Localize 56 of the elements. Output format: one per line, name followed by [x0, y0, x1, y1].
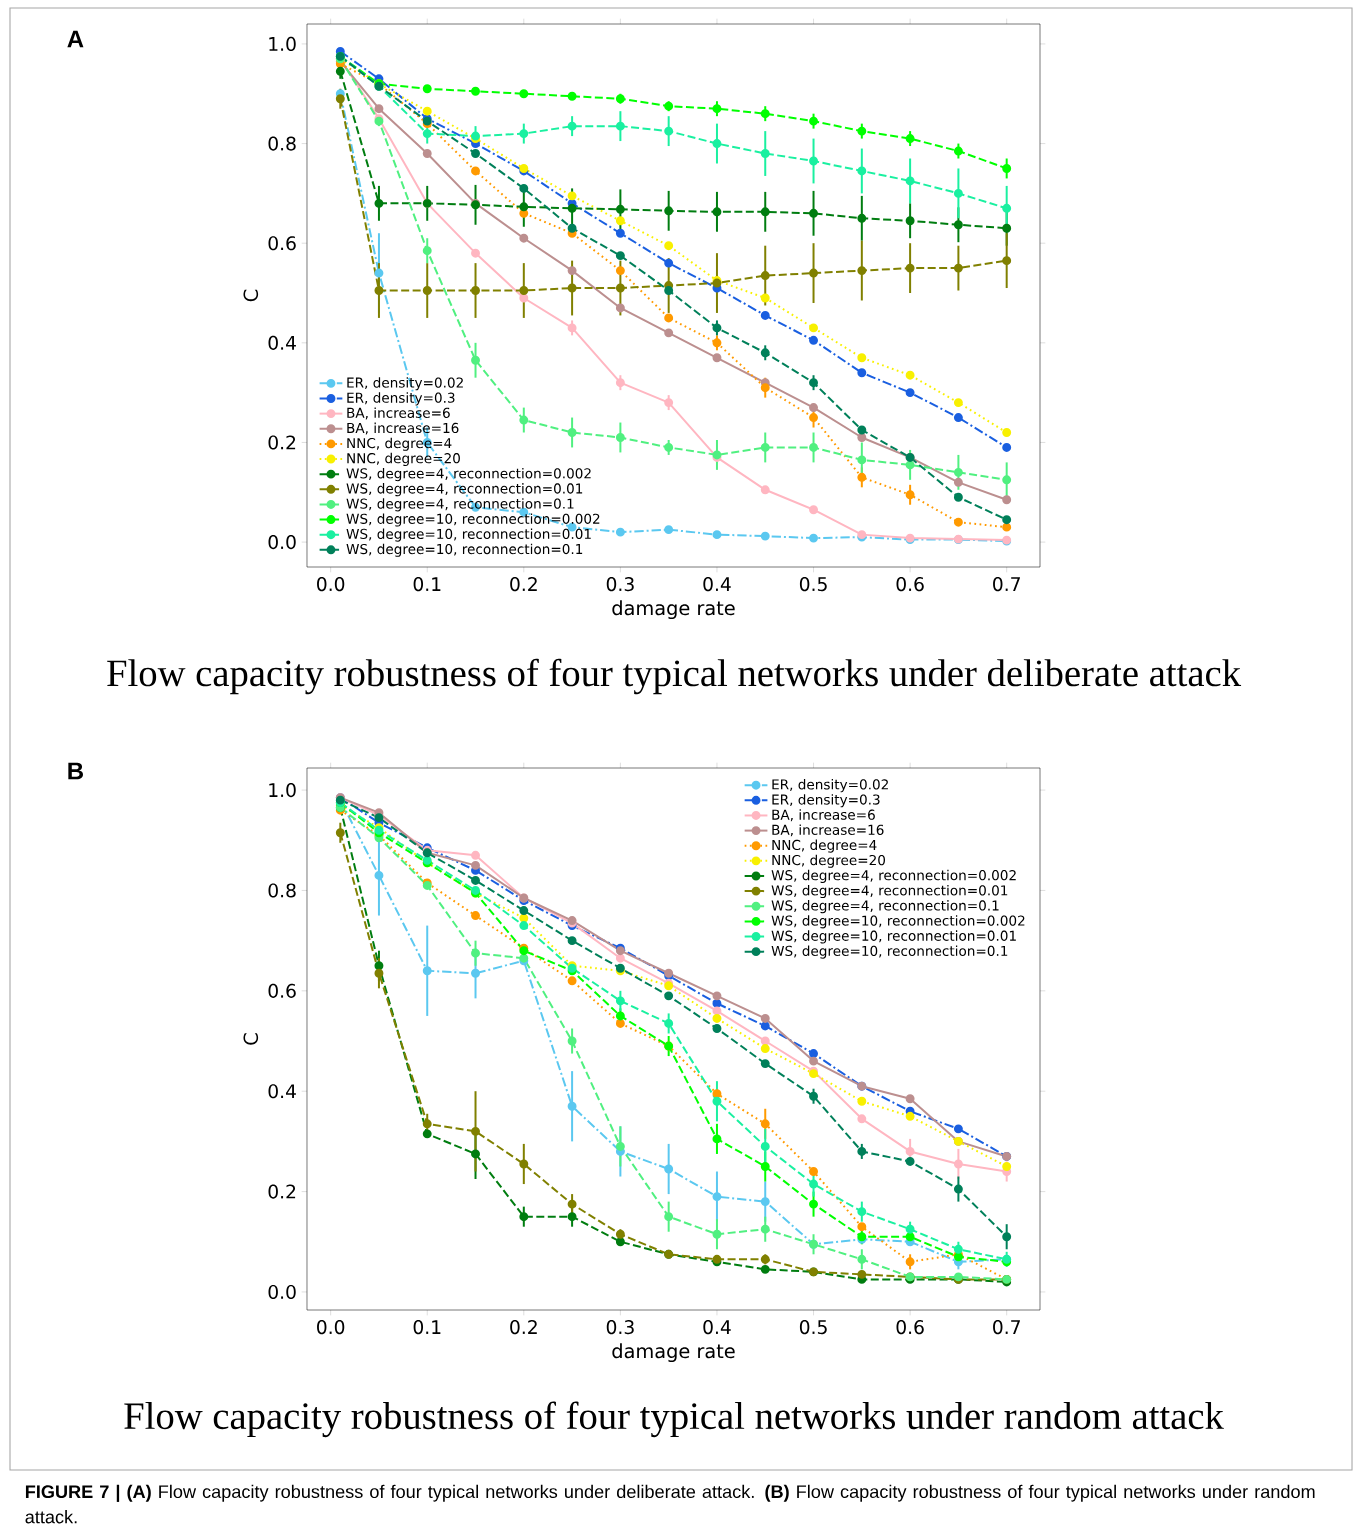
y-tick-label: 0.2: [268, 435, 296, 450]
x-axis-title: damage rate: [612, 1343, 735, 1363]
legend-label: WS, degree=10, reconnection=0.1: [771, 945, 1008, 959]
legend-label: WS, degree=10, reconnection=0.002: [771, 915, 1025, 929]
text: A: [67, 30, 84, 48]
x-tick-label: 0.1: [413, 577, 441, 592]
legend-label: NNC, degree=4: [772, 839, 877, 853]
x-tick-label: 0.7: [993, 1320, 1020, 1335]
y-tick-label: 0.8: [268, 136, 296, 151]
x-tick-label: 0.6: [896, 1320, 924, 1335]
legend-label: WS, degree=10, reconnection=0.01: [346, 528, 591, 542]
x-tick-label: 0.5: [799, 577, 827, 592]
x-tick-label: 0.4: [703, 577, 731, 592]
y-tick-label: 0.6: [268, 983, 296, 998]
y-tick-label: 1.0: [269, 783, 296, 798]
y-tick-label: 0.6: [268, 236, 296, 251]
text: FIGURE 7 | (A) Flow capacity robustness of four typical networks under deliberate attack. (B) Flow capacity robustness of four typical networks under random attack.: [25, 1484, 1315, 1524]
x-axis-title: damage rate: [612, 600, 735, 620]
y-tick-label: 0.0: [268, 535, 296, 550]
y-tick-label: 1.0: [269, 36, 296, 51]
legend-label: BA, increase=16: [347, 422, 459, 435]
y-axis-title: C: [243, 1033, 259, 1045]
x-tick-label: 0.7: [993, 577, 1020, 592]
legend-label: WS, degree=4, reconnection=0.01: [771, 884, 1008, 899]
x-tick-label: 0.2: [510, 577, 537, 592]
y-axis-title: C: [243, 289, 259, 302]
x-tick-label: 0.3: [606, 577, 634, 592]
legend-label: WS, degree=10, reconnection=0.1: [346, 543, 583, 557]
legend-label: BA, increase=6: [347, 407, 450, 420]
x-tick-label: 0.2: [510, 1320, 537, 1335]
x-tick-label: 0.3: [606, 1320, 634, 1335]
legend-label: NNC, degree=20: [347, 452, 460, 467]
legend-label: BA, increase=6: [772, 809, 875, 822]
legend-label: BA, increase=16: [772, 824, 884, 837]
y-tick-label: 0.8: [268, 883, 296, 898]
x-tick-label: 0.0: [317, 1320, 345, 1335]
y-tick-label: 0.2: [268, 1184, 296, 1199]
legend-label: WS, degree=10, reconnection=0.01: [771, 930, 1016, 944]
legend-label: ER, density=0.02: [347, 377, 463, 391]
x-tick-label: 0.0: [317, 577, 345, 592]
y-tick-label: 0.0: [268, 1284, 296, 1300]
x-tick-label: 0.5: [799, 1320, 827, 1335]
x-tick-label: 0.1: [413, 1320, 441, 1335]
text: Flow capacity robustness of four typical networks under random attack: [124, 1401, 1224, 1438]
text: B: [68, 762, 83, 780]
legend-label: NNC, degree=20: [772, 854, 886, 868]
x-tick-label: 0.4: [703, 1320, 731, 1335]
legend-label: WS, degree=4, reconnection=0.002: [771, 869, 1016, 883]
legend-label: ER, density=0.3: [772, 794, 880, 808]
legend-label: WS, degree=4, reconnection=0.1: [771, 900, 999, 914]
x-tick-label: 0.6: [896, 577, 924, 592]
y-tick-label: 0.4: [268, 335, 296, 350]
text: Flow capacity robustness of four typical networks under deliberate attack: [107, 658, 1242, 695]
legend-label: ER, density=0.02: [772, 779, 888, 793]
legend-label: WS, degree=4, reconnection=0.002: [346, 467, 591, 482]
y-tick-label: 0.4: [268, 1084, 296, 1099]
